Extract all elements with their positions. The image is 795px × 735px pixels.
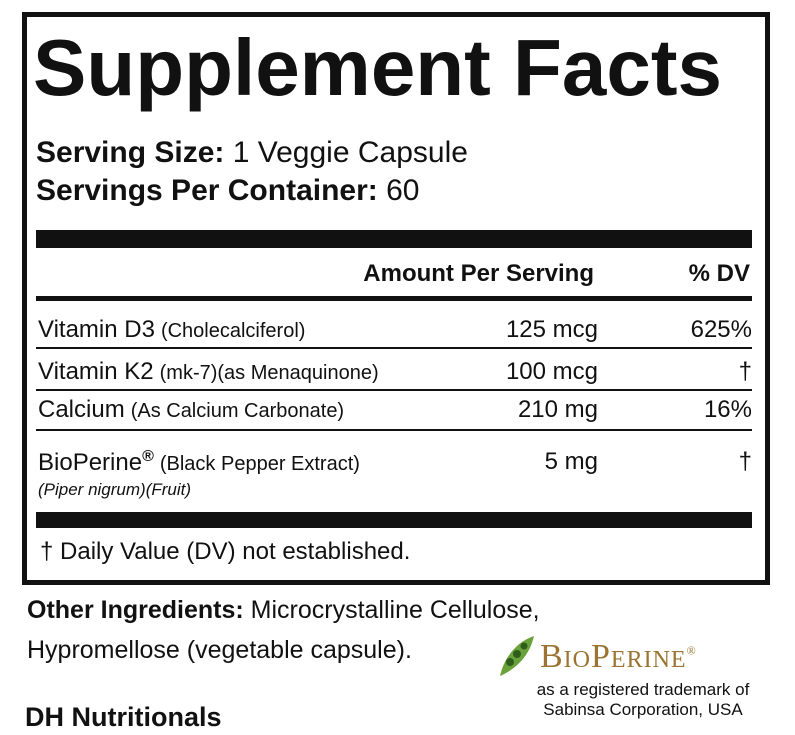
other-ingredients-line: Microcrystalline Cellulose, bbox=[250, 596, 540, 624]
amount: 100 mcg bbox=[505, 358, 598, 385]
nutrient-source: (Piper nigrum)(Fruit) bbox=[38, 480, 192, 499]
dv: † bbox=[738, 448, 752, 475]
dv: † bbox=[738, 358, 752, 385]
amount: 210 mg bbox=[517, 396, 598, 423]
header-amount: Amount Per Serving bbox=[363, 260, 594, 287]
servings-per-container: Servings Per Container: 60 bbox=[36, 174, 419, 208]
nutrient-name: Vitamin K2 bbox=[38, 358, 154, 385]
amount: 125 mcg bbox=[505, 316, 598, 343]
other-ingredients-line: Hypromellose (vegetable capsule). bbox=[27, 636, 412, 664]
row-name: BioPerine® (Black Pepper Extract) bbox=[38, 448, 360, 477]
dv: 625% bbox=[690, 316, 752, 343]
servings-label: Servings Per Container: bbox=[36, 174, 378, 207]
trademark-line: Sabinsa Corporation, USA bbox=[543, 700, 743, 719]
dv: 16% bbox=[703, 396, 752, 423]
serving-size-value: 1 Veggie Capsule bbox=[232, 136, 468, 169]
serving-size: Serving Size: 1 Veggie Capsule bbox=[36, 136, 468, 170]
logo-mark: ® bbox=[686, 643, 697, 658]
nutrient-name: BioPerine bbox=[38, 449, 143, 476]
logo-icon bbox=[500, 636, 534, 676]
rule bbox=[36, 296, 752, 301]
nutrient-detail: (As Calcium Carbonate) bbox=[130, 400, 345, 422]
rule bbox=[36, 389, 752, 391]
pepper bbox=[513, 650, 521, 658]
nutrient-name: Vitamin D3 bbox=[38, 316, 155, 343]
nutrient-detail: (Black Pepper Extract) bbox=[159, 453, 360, 475]
other-ingredients: Other Ingredients: Microcrystalline Cell… bbox=[27, 596, 540, 625]
row-name: Vitamin D3 (Cholecalciferol) bbox=[38, 316, 305, 344]
rule bbox=[36, 429, 752, 431]
pepper bbox=[506, 658, 514, 666]
serving-size-label: Serving Size: bbox=[36, 136, 225, 169]
nutrient-detail: (Cholecalciferol) bbox=[160, 320, 306, 342]
other-ingredients-label: Other Ingredients: bbox=[27, 596, 244, 624]
mark: ® bbox=[142, 448, 154, 465]
pepper bbox=[520, 642, 528, 650]
brand: DH Nutritionals bbox=[25, 702, 222, 732]
servings-value: 60 bbox=[386, 174, 420, 207]
row-name: Vitamin K2 (mk-7)(as Menaquinone) bbox=[38, 358, 379, 386]
facts-box bbox=[22, 12, 770, 585]
amount: 5 mg bbox=[544, 448, 598, 475]
nutrient-name: Calcium bbox=[38, 396, 125, 423]
thick-rule bbox=[36, 512, 752, 528]
row-name: Calcium (As Calcium Carbonate) bbox=[38, 396, 344, 424]
rule bbox=[36, 347, 752, 349]
nutrient-detail: (mk-7)(as Menaquinone) bbox=[159, 362, 379, 384]
title: Supplement Facts bbox=[33, 23, 723, 112]
thick-rule bbox=[36, 230, 752, 248]
header-dv: % DV bbox=[688, 260, 750, 287]
logo-text: BioPerine bbox=[540, 638, 687, 675]
trademark-note: as a registered trademark of Sabinsa Cor… bbox=[528, 680, 758, 720]
footnote: † Daily Value (DV) not established. bbox=[40, 538, 411, 565]
trademark-line: as a registered trademark of bbox=[536, 680, 750, 699]
logo: BioPerine® bbox=[540, 638, 697, 676]
